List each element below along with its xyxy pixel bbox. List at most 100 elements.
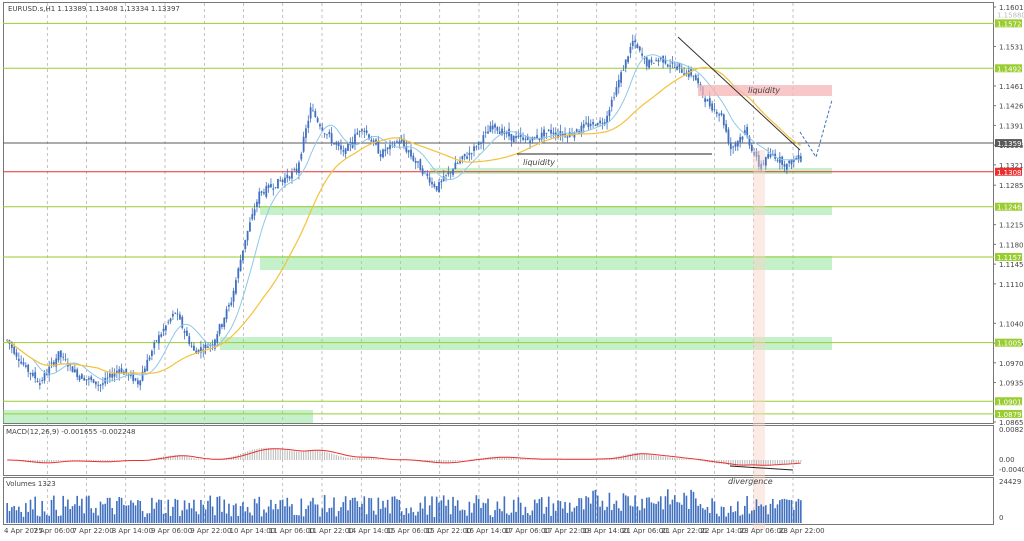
candle-body (146, 359, 149, 372)
candle-body (414, 160, 417, 163)
candle-body (624, 59, 627, 68)
candle-body (613, 97, 615, 99)
candle-body (636, 44, 639, 48)
level-price-tag (995, 252, 1022, 261)
candle-body (80, 374, 83, 379)
candle-body (718, 114, 721, 116)
candle-body (431, 182, 433, 185)
time-label: 7 Apr 06:00 (33, 527, 74, 535)
candle-body (788, 160, 791, 164)
candle-body (106, 377, 109, 379)
candle-body (706, 99, 709, 102)
candle-body (120, 368, 123, 373)
candle-body (59, 350, 62, 358)
candle-body (781, 156, 784, 165)
time-label: 11 Apr 06:00 (269, 527, 315, 535)
candle-body (489, 125, 492, 132)
candle-body (725, 124, 728, 132)
time-label: 11 Apr 22:00 (308, 527, 354, 535)
macd-axis-label: 0.00 (999, 456, 1015, 464)
time-label: 9 Apr 06:00 (151, 527, 192, 535)
candle-body (286, 174, 289, 179)
candle-body (601, 123, 604, 124)
candle-body (407, 150, 410, 153)
candle-body (45, 373, 48, 375)
candle-body (743, 130, 746, 134)
candle-body (272, 188, 275, 190)
candle-body (188, 336, 191, 344)
price-label: 1.15310 (999, 43, 1024, 51)
candle-body (767, 154, 770, 159)
candle-body (449, 172, 452, 174)
candle-body (17, 358, 20, 361)
candle-body (277, 178, 279, 189)
candle-body (694, 75, 697, 81)
candle-body (659, 57, 662, 60)
candle-body (186, 330, 188, 336)
candle-body (29, 372, 32, 375)
candle-body (326, 134, 328, 136)
candle-body (475, 146, 478, 148)
candle-body (538, 137, 541, 141)
candle-body (603, 122, 606, 124)
candle-body (470, 153, 473, 155)
candle-body (230, 302, 233, 306)
candle-body (78, 376, 81, 381)
candle-body (645, 57, 648, 67)
candle-body (204, 344, 207, 349)
liquidity-top-label: liquidity (748, 86, 780, 95)
candle-body (657, 59, 660, 62)
candle-body (249, 222, 251, 232)
candle-body (382, 149, 384, 158)
candle-body (330, 133, 333, 143)
candle-body (223, 317, 226, 327)
level-price-text: 1.11577 (997, 254, 1024, 262)
candle-body (545, 132, 548, 134)
level-price-text: 1.10057 (997, 340, 1024, 348)
candle-body (461, 156, 464, 160)
candle-body (389, 144, 391, 150)
macd-divergence-line (729, 465, 794, 471)
price-label: 1.11450 (999, 261, 1024, 269)
candle-body (193, 345, 195, 351)
main-chart-frame (3, 2, 994, 424)
candle-body (760, 163, 763, 170)
candle-body (337, 143, 340, 147)
faint-price-text: 1.15880 (997, 11, 1024, 19)
candle-body (284, 177, 286, 183)
candle-body (167, 321, 170, 323)
candle-body (708, 98, 711, 107)
candle-body (638, 46, 641, 51)
level-price-tag (995, 19, 1022, 28)
candle-body (207, 346, 209, 348)
candle-body (148, 357, 151, 360)
candle-body (491, 125, 494, 130)
time-label: 18 Apr 14:00 (583, 527, 629, 535)
candle-body (400, 139, 403, 142)
demand-zone (260, 206, 832, 215)
candle-body (55, 358, 58, 367)
candle-body (111, 373, 114, 378)
candle-body (505, 132, 508, 134)
candle-body (115, 370, 118, 374)
candle-body (295, 168, 298, 173)
price-label: 1.11100 (999, 281, 1024, 289)
candle-body (64, 359, 67, 361)
time-label: 23 Apr 22:00 (779, 527, 825, 535)
candle-body (200, 347, 202, 353)
demand-zone (430, 168, 832, 174)
level-price-tag (995, 64, 1022, 73)
candle-body (340, 145, 342, 150)
candle-body (776, 160, 779, 162)
candle-body (554, 132, 557, 136)
candle-body (298, 162, 300, 174)
projection-path (799, 99, 833, 159)
candle-body (342, 150, 345, 152)
candle-body (673, 66, 676, 68)
time-label: 17 Apr 22:00 (544, 527, 590, 535)
candle-body (790, 159, 793, 165)
candle-body (256, 201, 258, 207)
candle-body (447, 172, 450, 175)
